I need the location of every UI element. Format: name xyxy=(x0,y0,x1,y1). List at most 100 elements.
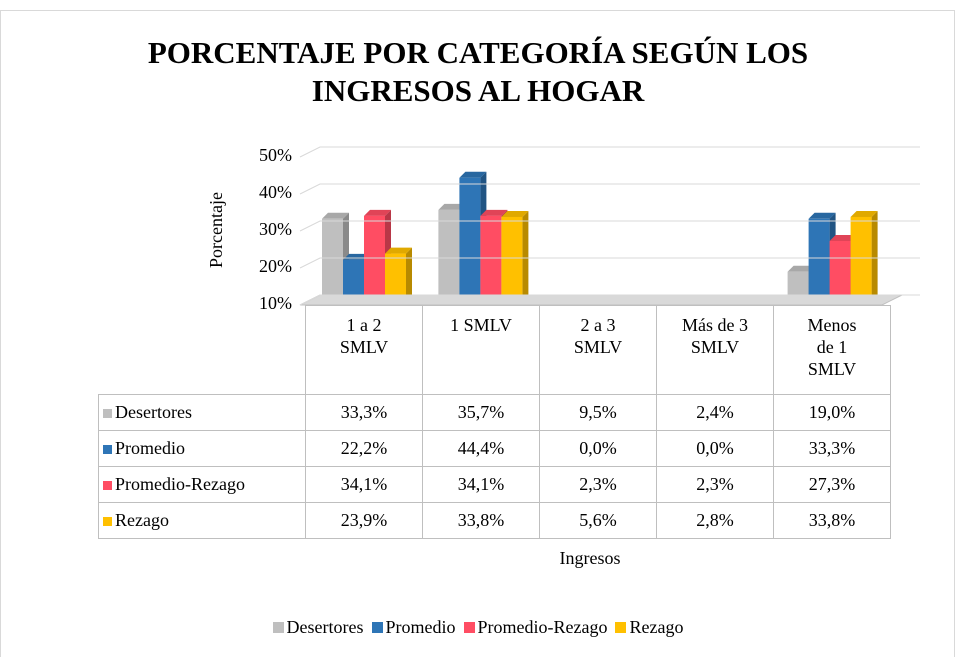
data-table: 1 a 2 SMLV 1 SMLV 2 a 3 SMLV Más de 3 SMLV M… xyxy=(98,305,891,539)
bar xyxy=(501,216,523,305)
bar-top xyxy=(459,171,487,178)
grid-line xyxy=(299,183,920,195)
bar-top xyxy=(480,209,508,216)
legend-label: Desertores xyxy=(115,402,192,422)
table-row: Rezago 23,9% 33,8% 5,6% 2,8% 33,8% xyxy=(98,502,891,539)
x-tick-label: 1 a 2 SMLV xyxy=(339,315,389,357)
frame xyxy=(0,10,955,657)
table-row-label: Promedio-Rezago xyxy=(98,466,306,503)
table-row: Promedio-Rezago 34,1% 34,1% 2,3% 2,3% 27,3% xyxy=(98,466,891,503)
table-cell: 33,8% xyxy=(773,502,891,539)
table-header-cell: 1 a 2 SMLV xyxy=(305,305,423,395)
x-tick-label: 2 a 3 SMLV xyxy=(573,315,623,357)
bar-top xyxy=(787,265,815,272)
table-cell: 44,4% xyxy=(422,430,540,467)
y-tick-label: 40% xyxy=(259,182,292,202)
legend-label: Rezago xyxy=(115,510,169,530)
table-row-label: Desertores xyxy=(98,394,306,431)
table-cell: 22,2% xyxy=(305,430,423,467)
y-tick-label: 30% xyxy=(259,219,292,239)
bar xyxy=(808,218,830,305)
legend-key xyxy=(615,622,627,633)
table-cell: 2,3% xyxy=(656,466,774,503)
grid-line xyxy=(299,257,920,269)
x-axis-label: Ingresos xyxy=(559,548,621,568)
table-row-label: Promedio xyxy=(98,430,306,467)
legend-key xyxy=(103,445,112,454)
table-row-label: Rezago xyxy=(98,502,306,539)
table-cell: 27,3% xyxy=(773,466,891,503)
table-cell: 9,5% xyxy=(539,394,657,431)
bar xyxy=(385,253,406,305)
bar xyxy=(343,259,364,305)
bar-top xyxy=(808,212,836,219)
bar-top xyxy=(501,210,529,217)
floor xyxy=(299,294,903,306)
table-cell: 33,8% xyxy=(422,502,540,539)
x-tick-label: 1 SMLV xyxy=(450,315,512,335)
table-cell: 23,9% xyxy=(305,502,423,539)
table-cell: 0,0% xyxy=(656,430,774,467)
bar xyxy=(829,240,851,305)
legend-item: Promedio xyxy=(371,617,456,637)
table-cell: 34,1% xyxy=(305,466,423,503)
legend-key xyxy=(103,517,112,526)
legend-key xyxy=(463,622,475,633)
x-tick-label: Menos de 1 SMLV xyxy=(807,315,857,379)
legend-key xyxy=(272,622,284,633)
table-cell: 19,0% xyxy=(773,394,891,431)
bar-top xyxy=(829,234,857,241)
table-header-row: 1 a 2 SMLV 1 SMLV 2 a 3 SMLV Más de 3 SMLV M… xyxy=(98,305,891,395)
table-header-cell: 1 SMLV xyxy=(422,305,540,395)
bar xyxy=(459,177,481,305)
bar-top xyxy=(850,210,878,217)
table-cell: 0,0% xyxy=(539,430,657,467)
x-tick-label: Más de 3 SMLV xyxy=(682,315,748,357)
bar xyxy=(322,218,343,305)
legend-key xyxy=(103,409,112,418)
table-row: Promedio 22,2% 44,4% 0,0% 0,0% 33,3% xyxy=(98,430,891,467)
table-cell: 35,7% xyxy=(422,394,540,431)
grid-line xyxy=(299,146,920,158)
table-cell: 2,4% xyxy=(656,394,774,431)
bar xyxy=(850,216,872,305)
legend-label: Rezago xyxy=(629,617,684,637)
table-row: Desertores 33,3% 35,7% 9,5% 2,4% 19,0% xyxy=(98,394,891,431)
y-tick-label: 20% xyxy=(259,256,292,276)
bar xyxy=(480,215,502,305)
bar-top xyxy=(385,247,412,254)
legend-label: Promedio xyxy=(385,617,456,637)
table-cell: 2,8% xyxy=(656,502,774,539)
bar xyxy=(438,209,460,305)
legend-item: Promedio-Rezago xyxy=(463,617,607,637)
chart-title: PORCENTAJE POR CATEGORÍA SEGÚN LOS INGRE… xyxy=(147,35,809,108)
grid-line xyxy=(299,294,920,306)
legend-label: Promedio-Rezago xyxy=(115,474,245,494)
legend-key xyxy=(103,481,112,490)
table-header-cell: Menos de 1 SMLV xyxy=(773,305,891,395)
legend-item: Rezago xyxy=(615,617,683,637)
table-cell: 2,3% xyxy=(539,466,657,503)
grid-line xyxy=(299,220,920,232)
bar-top xyxy=(322,212,349,219)
legend-item: Desertores xyxy=(272,617,364,637)
table-cell: 33,3% xyxy=(305,394,423,431)
legend-label: Promedio xyxy=(115,438,185,458)
legend: Desertores Promedio Promedio-Rezago Rezago xyxy=(0,617,956,638)
table-cell: 5,6% xyxy=(539,502,657,539)
bar-top xyxy=(364,209,391,216)
y-tick-label: 50% xyxy=(259,145,292,165)
plot-area xyxy=(322,171,878,305)
table-header-cell: Más de 3 SMLV xyxy=(656,305,774,395)
table-cell: 34,1% xyxy=(422,466,540,503)
bar xyxy=(364,215,385,305)
bar-top xyxy=(438,203,466,210)
legend-key xyxy=(371,622,383,633)
bar-side xyxy=(406,247,412,305)
table-cell: 33,3% xyxy=(773,430,891,467)
y-axis-label: Porcentaje xyxy=(206,192,226,268)
legend-label: Desertores xyxy=(286,617,364,637)
table-corner xyxy=(98,305,306,395)
